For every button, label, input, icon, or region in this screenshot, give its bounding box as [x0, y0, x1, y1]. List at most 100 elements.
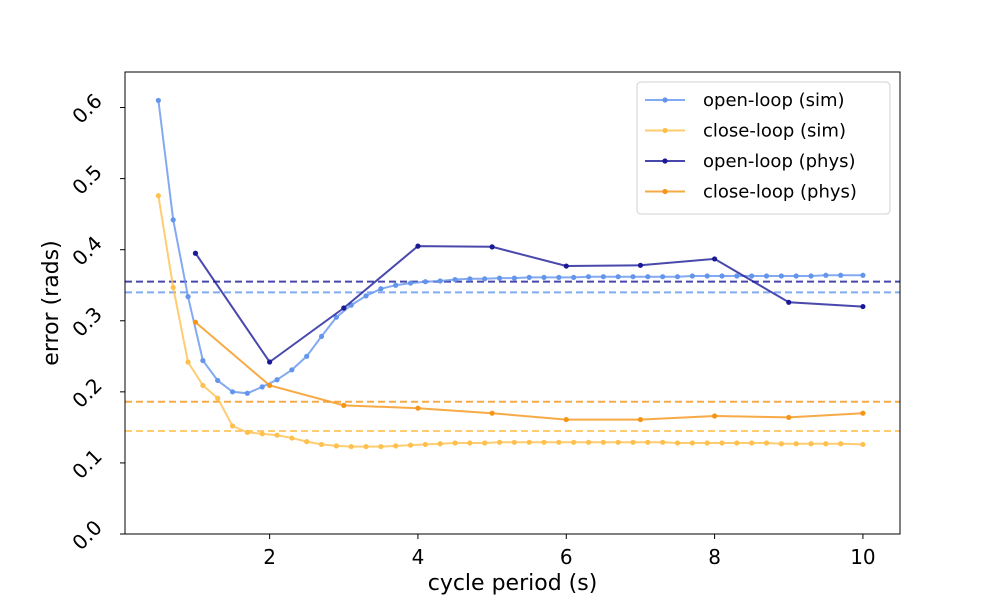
legend-marker — [662, 188, 668, 195]
data-point — [860, 441, 866, 448]
y-tick-label: 0.3 — [67, 302, 106, 341]
data-point — [808, 441, 814, 447]
data-point — [838, 441, 844, 447]
y-tick-label: 0.5 — [67, 160, 106, 199]
data-point — [393, 282, 399, 288]
data-point — [541, 439, 547, 445]
data-point — [215, 377, 221, 384]
legend-label: close-loop (phys) — [703, 182, 857, 203]
data-point — [541, 274, 547, 281]
data-point — [645, 439, 651, 445]
data-point — [860, 272, 866, 278]
data-point — [674, 440, 681, 446]
data-point — [749, 440, 755, 446]
data-point — [645, 274, 651, 280]
legend-label: open-loop (sim) — [703, 90, 845, 111]
data-point — [378, 286, 384, 292]
data-point — [704, 440, 710, 446]
data-point — [763, 440, 770, 446]
data-point — [185, 294, 191, 300]
data-point — [192, 319, 199, 325]
legend-label: open-loop (phys) — [703, 151, 856, 172]
data-point — [318, 333, 325, 340]
data-point — [289, 435, 295, 441]
series-1 — [155, 193, 866, 450]
data-point — [229, 423, 236, 429]
data-point — [244, 390, 250, 396]
data-point — [267, 382, 273, 389]
x-tick-label: 6 — [560, 545, 573, 569]
data-point — [763, 273, 770, 279]
data-point — [793, 441, 799, 447]
data-point — [200, 357, 206, 364]
data-point — [393, 443, 399, 449]
data-point — [526, 274, 532, 281]
data-point — [437, 441, 443, 447]
data-point — [407, 280, 414, 286]
data-point — [823, 272, 829, 278]
data-point — [452, 276, 458, 283]
legend-item: close-loop (phys) — [645, 182, 857, 203]
data-point — [838, 272, 844, 278]
x-axis: 2 4 6 8 10 — [263, 534, 876, 569]
legend-marker — [662, 97, 668, 103]
data-point — [185, 359, 191, 365]
data-point — [467, 440, 473, 446]
data-point — [482, 440, 488, 446]
y-tick-label: 0.2 — [67, 373, 106, 412]
legend-box — [636, 81, 891, 215]
legend-marker — [662, 127, 668, 134]
data-point — [749, 273, 755, 279]
data-point — [786, 414, 792, 421]
data-point — [526, 439, 532, 445]
data-point — [571, 439, 577, 445]
data-point — [341, 305, 347, 311]
data-point — [563, 263, 569, 269]
data-point — [422, 441, 428, 448]
data-point — [259, 431, 265, 437]
data-point — [304, 439, 310, 445]
data-point — [660, 439, 666, 445]
data-point — [615, 439, 621, 445]
data-point — [630, 439, 636, 445]
data-point — [467, 276, 473, 282]
data-point — [823, 441, 829, 447]
legend-label: close-loop (sim) — [703, 121, 846, 142]
legend-marker — [662, 158, 668, 164]
data-point — [511, 439, 517, 445]
data-point — [556, 274, 562, 281]
data-point — [170, 284, 176, 290]
x-axis-label: cycle period (s) — [428, 571, 598, 596]
data-point — [860, 303, 866, 310]
data-point — [407, 442, 414, 448]
data-point — [489, 410, 495, 416]
data-point — [637, 262, 644, 268]
series-line-3 — [194, 321, 863, 421]
x-tick-label: 4 — [412, 545, 425, 569]
series-layer — [155, 97, 866, 450]
data-point — [719, 273, 725, 279]
legend-item: open-loop (sim) — [645, 90, 845, 111]
y-tick-label: 0.4 — [67, 231, 106, 270]
data-point — [556, 439, 562, 445]
data-point — [786, 299, 792, 305]
data-point — [155, 193, 161, 199]
series-0 — [155, 97, 866, 396]
data-point — [734, 440, 740, 446]
data-point — [415, 405, 421, 411]
series-line-1 — [157, 195, 863, 448]
data-point — [600, 439, 606, 445]
data-point — [363, 293, 369, 299]
data-point — [348, 443, 354, 450]
data-point — [704, 273, 710, 279]
x-tick-label: 10 — [850, 545, 875, 569]
data-point — [563, 416, 569, 423]
data-point — [615, 274, 621, 280]
data-point — [674, 274, 681, 280]
data-point — [793, 273, 799, 279]
y-tick-label: 0.0 — [67, 515, 106, 554]
data-point — [274, 432, 280, 438]
data-point — [415, 243, 421, 249]
data-point — [229, 389, 236, 395]
